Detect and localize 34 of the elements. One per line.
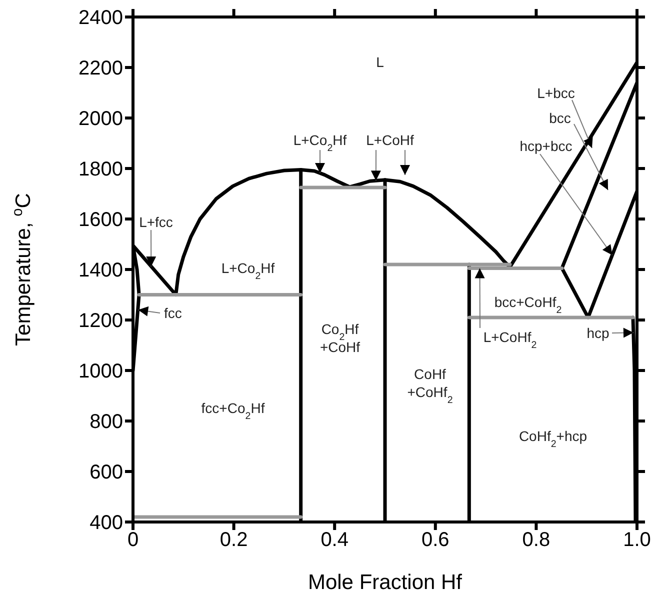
annotation: L+Co$_{2}$Hf	[293, 132, 347, 154]
annotation: L+CoHf	[366, 132, 414, 148]
annotation: L	[376, 54, 384, 70]
annotation: L+Co$_{2}$Hf	[221, 260, 275, 282]
annotation: hcp+bcc	[520, 138, 572, 154]
y-tick-label: 1800	[78, 158, 123, 181]
x-tick-label: 0.8	[522, 529, 550, 552]
annotation: fcc	[164, 305, 182, 321]
x-tick-label: 0.4	[320, 529, 349, 552]
y-tick-label: 600	[90, 462, 123, 484]
annotation: CoHf$_{2}$+hcp	[518, 428, 588, 450]
annotation: Co$_{2}$Hf +CoHf	[320, 321, 360, 355]
y-tick-label: 2400	[78, 7, 123, 30]
x-tick-label: 1.0	[623, 529, 651, 552]
annotation: fcc+Co$_{2}$Hf	[201, 400, 265, 422]
annotation: bcc+CoHf$_{2}$	[494, 294, 562, 316]
annotation: hcp	[586, 325, 610, 341]
annotation: L+fcc	[139, 214, 173, 230]
annotation: L+bcc	[537, 85, 575, 101]
annotation: CoHf +CoHf$_{2}$	[407, 366, 453, 406]
annotation: L+CoHf$_{2}$	[483, 329, 537, 350]
x-tick-label: 0.6	[421, 529, 450, 552]
y-tick-label: 1200	[78, 310, 123, 332]
x-axis-title: Mole Fraction Hf	[308, 571, 462, 594]
y-tick-label: 1600	[78, 209, 123, 232]
y-tick-label: 1400	[78, 260, 123, 282]
x-tick-label: 0	[127, 529, 139, 552]
y-tick-label: 400	[90, 512, 123, 534]
annotation: bcc	[549, 110, 571, 126]
y-tick-label: 2000	[78, 108, 123, 130]
y-tick-label: 1000	[78, 360, 123, 383]
y-tick-label: 800	[90, 411, 123, 434]
x-tick-label: 0.2	[220, 529, 248, 552]
y-tick-label: 2200	[78, 58, 123, 80]
